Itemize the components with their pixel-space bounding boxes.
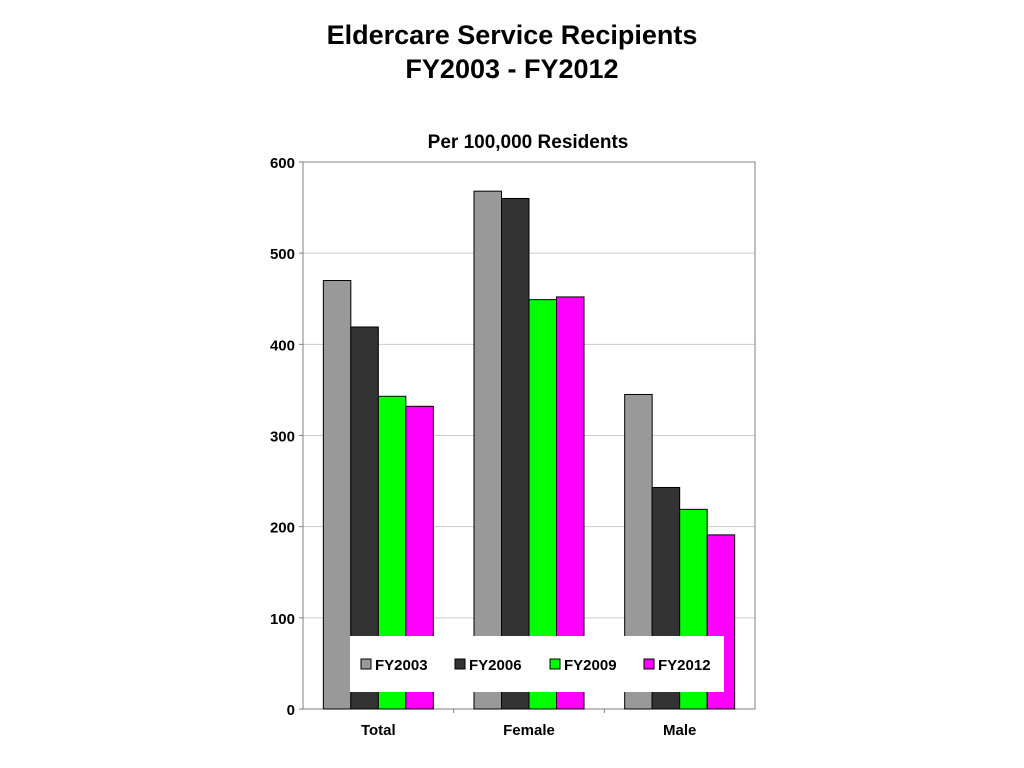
y-tick-label: 200 xyxy=(270,520,295,537)
y-tick-label: 100 xyxy=(270,611,295,628)
y-tick-label: 600 xyxy=(270,155,295,172)
legend-swatch-fy2012 xyxy=(643,658,655,670)
y-tick-label: 300 xyxy=(270,429,295,446)
slide-title-line2: FY2003 - FY2012 xyxy=(405,54,619,84)
y-tick-label: 500 xyxy=(270,246,295,263)
legend-swatch-fy2009 xyxy=(549,658,561,670)
legend: FY2003 FY2006 FY2009 FY2012 xyxy=(350,636,724,692)
chart-title: Per 100,000 Residents xyxy=(428,132,629,153)
legend-swatch-fy2006 xyxy=(454,658,466,670)
bars xyxy=(322,190,736,710)
bar-fy2006-female xyxy=(501,197,530,710)
legend-label-fy2006: FY2006 xyxy=(469,657,522,674)
y-tick-label: 400 xyxy=(270,337,295,354)
x-tick-label: Total xyxy=(361,722,396,739)
slide-title: Eldercare Service Recipients FY2003 - FY… xyxy=(0,18,1024,86)
bar-fy2003-total xyxy=(322,280,352,710)
slide-title-line1: Eldercare Service Recipients xyxy=(326,20,698,50)
legend-label-fy2009: FY2009 xyxy=(564,657,617,674)
legend-label-fy2012: FY2012 xyxy=(658,657,711,674)
x-tick-label: Male xyxy=(663,722,696,739)
legend-swatch-fy2003 xyxy=(360,658,372,670)
legend-box xyxy=(350,636,724,692)
legend-label-fy2003: FY2003 xyxy=(375,657,428,674)
bar-fy2003-female xyxy=(473,190,502,710)
x-tick-label: Female xyxy=(503,722,555,739)
y-tick-label: 0 xyxy=(287,702,295,719)
